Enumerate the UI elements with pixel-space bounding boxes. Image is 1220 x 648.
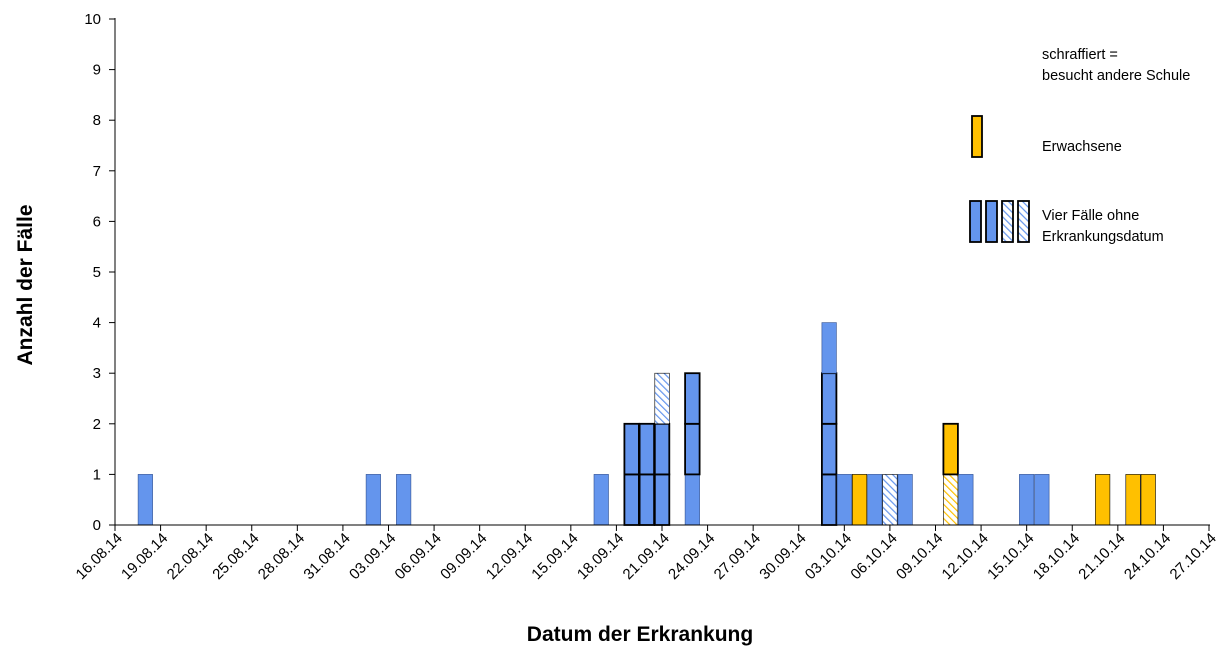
x-tick-label: 30.09.14 [756,530,809,583]
legend-adults-label: Erwachsene [1042,139,1122,155]
x-tick-label: 27.09.14 [711,530,764,583]
legend-adults-swatch [971,115,983,158]
y-tick-label: 4 [93,315,101,332]
bar-segment-07.10.14 [897,474,913,526]
x-tick-label: 16.08.14 [73,530,126,583]
legend-undated-line2: Erkrankungsdatum [1042,229,1164,245]
x-tick-label: 15.10.14 [984,530,1037,583]
x-tick-label: 18.10.14 [1030,530,1083,583]
bars-group [137,322,1156,526]
bar-segment-05.10.14 [867,474,883,526]
x-tick-label: 24.10.14 [1121,530,1174,583]
y-tick-label: 5 [93,264,101,281]
legend-hatch-note-line2: besucht andere Schule [1042,68,1190,84]
x-tick-label: 06.09.14 [392,530,445,583]
bar-segment-21.09.14 [654,372,670,425]
bar-segment-02.10.14 [821,372,838,425]
bar-segment-16.10.14 [1034,474,1050,526]
bar-segment-21.09.14 [653,473,671,526]
x-tick-label: 21.10.14 [1075,530,1128,583]
x-axis-title: Datum der Erkrankung [527,623,753,646]
bar-segment-11.10.14 [958,474,974,526]
x-tick-label: 18.09.14 [574,530,627,583]
x-tick-label: 09.10.14 [893,530,946,583]
x-tick-label: 25.08.14 [209,530,262,583]
legend-undated-swatch [969,200,982,243]
bar-segment-02.10.14 [821,322,837,374]
bar-segment-20.09.14 [638,422,655,476]
bar-segment-02.10.14 [821,422,838,476]
legend: schraffiert = besucht andere Schule Erwa… [969,47,1190,245]
x-tick-label: 15.09.14 [528,530,581,583]
x-tick-label: 12.09.14 [483,530,536,583]
bar-segment-04.10.14 [851,474,868,526]
bar-segment-20.09.14 [638,473,655,526]
legend-undated-line1: Vier Fälle ohne [1042,208,1139,224]
legend-undated-swatch [985,200,998,243]
legend-undated-swatch [1017,200,1030,243]
bar-segment-06.10.14 [882,474,898,526]
x-tick-label: 09.09.14 [437,530,490,583]
x-tick-label: 03.10.14 [802,530,855,583]
x-tick-label: 24.09.14 [665,530,718,583]
y-tick-label: 1 [93,466,101,483]
bar-segment-02.09.14 [365,474,381,526]
y-tick-label: 3 [93,365,101,382]
bar-segment-03.10.14 [836,474,852,526]
y-tick-label: 7 [93,163,101,180]
bar-segment-22.10.14 [1125,474,1141,526]
bar-segment-20.10.14 [1095,474,1111,526]
x-tick-label: 19.08.14 [118,530,171,583]
legend-undated-swatch [1001,200,1014,243]
y-tick-label: 6 [93,213,101,230]
bar-segment-10.10.14 [943,474,959,526]
bar-segment-21.09.14 [653,422,671,476]
bar-segment-04.09.14 [396,474,412,526]
x-tick-label: 27.10.14 [1167,530,1220,583]
bar-segment-23.10.14 [1140,474,1156,526]
y-axis-title: Anzahl der Fälle [14,204,37,365]
bar-segment-18.08.14 [137,474,153,526]
legend-hatch-note-line1: schraffiert = [1042,47,1118,63]
bar-segment-19.09.14 [623,473,640,526]
bar-segment-17.09.14 [593,474,609,526]
bar-segment-23.09.14 [684,474,700,526]
x-tick-label: 31.08.14 [300,530,353,583]
x-tick-label: 28.08.14 [255,530,308,583]
x-tick-label: 21.09.14 [620,530,673,583]
bar-segment-15.10.14 [1019,474,1035,526]
y-tick-label: 8 [93,112,101,129]
bar-segment-02.10.14 [821,473,838,526]
x-tick-label: 12.10.14 [939,530,992,583]
y-tick-label: 10 [84,11,101,28]
bar-segment-23.09.14 [684,372,701,425]
bar-segment-23.09.14 [684,422,701,476]
x-tick-label: 06.10.14 [847,530,900,583]
y-tick-label: 9 [93,62,101,79]
x-tick-label: 22.08.14 [164,530,217,583]
y-tick-label: 2 [93,416,101,433]
y-tick-label: 0 [93,517,101,534]
legend-undated-swatches [969,200,1030,243]
bar-segment-10.10.14 [942,422,959,476]
bar-segment-19.09.14 [623,422,640,476]
x-tick-label: 03.09.14 [346,530,399,583]
